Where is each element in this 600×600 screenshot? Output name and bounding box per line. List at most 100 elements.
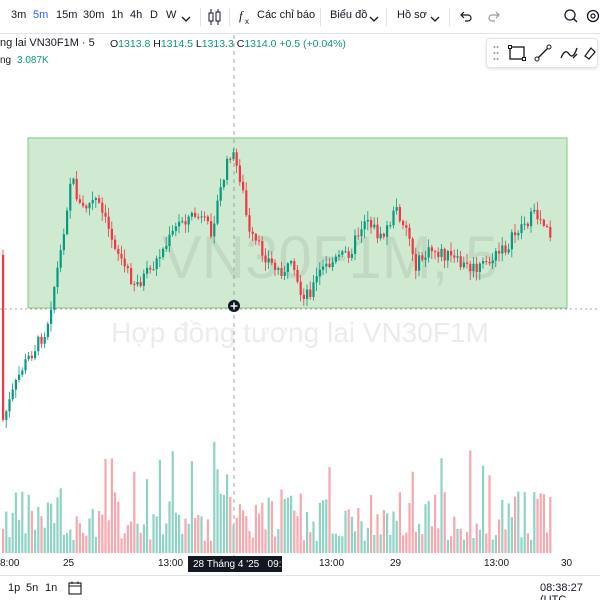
interval-d[interactable]: D: [150, 9, 158, 21]
candle-body: [94, 198, 97, 200]
candle-body: [139, 282, 142, 286]
eraser-tool-icon[interactable]: [583, 44, 597, 67]
chevron-down-icon[interactable]: [181, 11, 191, 29]
brush-tool-icon[interactable]: [559, 44, 579, 67]
candle-body: [507, 249, 510, 253]
time-tick: 13:00: [158, 558, 183, 569]
volume-bar: [370, 495, 373, 553]
candle-body: [462, 262, 465, 268]
volume-bar: [325, 499, 328, 553]
candle-body: [437, 251, 440, 257]
date-range-icon[interactable]: [68, 581, 82, 598]
drag-handle-icon[interactable]: [493, 42, 499, 69]
settings-icon[interactable]: [585, 8, 600, 29]
range-1p[interactable]: 1p: [8, 582, 21, 594]
chevron-down-icon[interactable]: [430, 11, 440, 29]
candle-body: [382, 233, 385, 237]
volume-bar: [498, 519, 501, 553]
time-axis[interactable]: 8:00 25 13:00 28 Tháng 4 '25 09:05 13:00…: [0, 556, 573, 572]
interval-30m[interactable]: 30m: [83, 9, 105, 21]
volume-bar: [360, 521, 363, 553]
volume-bar: [405, 532, 408, 553]
volume-bar: [258, 513, 261, 553]
candle-body: [136, 282, 139, 285]
candle-body: [414, 254, 417, 271]
candle-body: [482, 261, 485, 264]
open-label: O: [110, 38, 119, 50]
candle-body: [360, 229, 363, 237]
volume-bar: [72, 539, 75, 553]
legend-symbol[interactable]: ng lai VN30F1M · 5: [0, 37, 95, 49]
candles-icon[interactable]: [207, 7, 223, 32]
candle-body: [306, 289, 309, 299]
volume-bar: [453, 516, 456, 553]
candle-body: [56, 267, 59, 288]
chevron-down-icon[interactable]: [369, 11, 379, 29]
range-1n[interactable]: 1n: [45, 582, 58, 594]
volume-bar: [376, 514, 379, 553]
toolbar-divider: [320, 8, 321, 26]
volume-bar: [482, 465, 485, 553]
candle-body: [126, 266, 129, 269]
candle-body: [174, 226, 177, 231]
candle-body: [338, 254, 341, 257]
candle-body: [331, 261, 334, 268]
volume-bar: [251, 537, 254, 553]
redo-icon[interactable]: [487, 9, 501, 28]
candle-body: [46, 323, 49, 337]
watermark-description: Hợp đồng tương lai VN30F1M: [111, 317, 489, 348]
candle-body: [232, 152, 235, 160]
interval-3m[interactable]: 3m: [11, 9, 27, 21]
volume-bar: [408, 502, 411, 553]
candle-body: [501, 245, 504, 254]
clock[interactable]: 08:38:27 (UTC: [540, 582, 583, 600]
candle-body: [344, 251, 347, 253]
candle-body: [293, 261, 296, 270]
volume-bar: [344, 510, 347, 553]
volume-bar: [21, 491, 24, 553]
candle-body: [200, 216, 203, 218]
candle-body: [350, 253, 353, 258]
volume-bar: [222, 494, 225, 553]
interval-w[interactable]: W: [166, 9, 177, 21]
undo-icon[interactable]: [459, 9, 473, 28]
candle-body: [149, 267, 152, 270]
candle-body: [456, 256, 459, 258]
volume-bar: [274, 536, 277, 553]
volume-bar: [338, 535, 341, 553]
volume-bar: [386, 513, 389, 553]
candle-body: [357, 235, 360, 237]
candle-body: [190, 212, 193, 217]
range-5n[interactable]: 5n: [26, 582, 39, 594]
volume-bar: [510, 517, 513, 553]
volume-bar: [216, 469, 219, 553]
rectangle-tool-icon[interactable]: [508, 44, 526, 67]
volume-bar: [491, 539, 494, 553]
interval-1h[interactable]: 1h: [111, 9, 124, 21]
volume-bar: [347, 509, 350, 553]
interval-4h[interactable]: 4h: [130, 9, 143, 21]
profile-button[interactable]: Hồ sơ: [397, 9, 427, 21]
trendline-tool-icon[interactable]: [534, 44, 552, 67]
volume-series: [2, 441, 552, 553]
volume-bar: [88, 518, 91, 553]
candle-body: [261, 240, 264, 256]
candle-body: [498, 251, 501, 254]
search-icon[interactable]: [563, 8, 579, 29]
crosshair-plus-icon[interactable]: [228, 300, 240, 312]
candle-body: [216, 200, 219, 224]
volume-bar: [30, 510, 33, 553]
chart-type-button[interactable]: Biểu đồ: [330, 9, 368, 21]
volume-bar: [389, 534, 392, 553]
change-value: +0.5 (+0.04%): [279, 38, 346, 50]
volume-bar: [14, 492, 17, 553]
interval-15m[interactable]: 15m: [56, 9, 78, 21]
indicators-button[interactable]: Các chỉ báo: [257, 9, 316, 21]
volume-bar: [536, 498, 539, 553]
candle-body: [88, 203, 91, 209]
candle-body: [542, 219, 545, 226]
candle-body: [110, 228, 113, 240]
interval-5m[interactable]: 5m: [33, 9, 49, 21]
